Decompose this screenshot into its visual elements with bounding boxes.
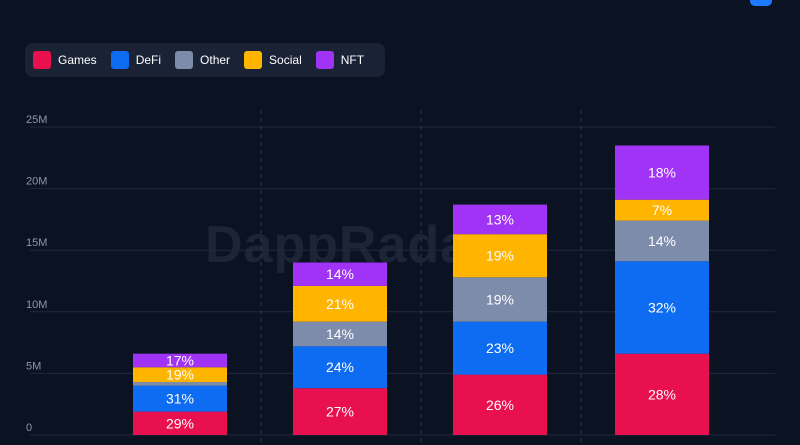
bar-data-label: 27% — [326, 404, 354, 420]
legend-swatch-other — [175, 51, 194, 69]
bar-data-label: 19% — [486, 248, 514, 264]
bar-data-label: 7% — [652, 202, 672, 218]
bar-segment-social — [133, 367, 227, 383]
bar-segment-defi — [293, 346, 387, 389]
bar-segment-games — [615, 353, 709, 435]
legend-swatch-social — [244, 51, 263, 69]
bar-segment-other — [615, 220, 709, 262]
bar-data-label: 14% — [648, 233, 676, 249]
bar-segment-social — [293, 285, 387, 322]
legend-item-defi: DeFi — [110, 51, 162, 69]
bar-segment-defi — [453, 321, 547, 375]
legend-item-games: Games — [33, 51, 97, 69]
y-tick-label: 10M — [26, 299, 47, 311]
bar-data-label: 28% — [648, 386, 676, 402]
bar-data-label: 24% — [326, 359, 354, 375]
y-tick-label: 0 — [26, 422, 32, 434]
bar-data-label: 19% — [486, 291, 514, 307]
bar-data-label: 21% — [326, 296, 354, 312]
bar-data-label: 14% — [326, 326, 354, 342]
bar-data-label: 19% — [166, 367, 194, 383]
bar-data-label: 13% — [486, 211, 514, 227]
bar-segment-other — [133, 382, 227, 386]
legend-swatch-defi — [110, 51, 129, 69]
bar-segment-nft — [133, 353, 227, 368]
bar-segment-other — [293, 321, 387, 347]
legend-swatch-nft — [315, 51, 334, 69]
y-tick-label: 25M — [26, 114, 47, 126]
legend-item-other: Other — [175, 51, 230, 69]
bar-segment-nft — [615, 145, 709, 200]
legend-swatch-games — [33, 51, 51, 69]
bar-data-label: 18% — [648, 165, 676, 181]
bar-segment-social — [615, 199, 709, 221]
legend-label-defi: DeFi — [135, 53, 162, 67]
legend-label-other: Other — [200, 53, 231, 67]
bar-data-label: 23% — [486, 340, 514, 356]
bar-segment-nft — [293, 262, 387, 286]
bar-segment-social — [453, 234, 547, 278]
legend: Games DeFi Other Social NFT — [25, 43, 385, 77]
bar-data-label: 32% — [648, 299, 676, 315]
legend-label-nft: NFT — [340, 53, 365, 67]
bar-data-label: 29% — [166, 415, 194, 431]
bar-segment-games — [453, 374, 547, 435]
bar-data-label: 14% — [326, 266, 354, 282]
brand-badge-icon — [750, 0, 772, 6]
legend-label-social: Social — [269, 53, 302, 67]
legend-item-nft: NFT — [315, 51, 365, 69]
bar-segment-nft — [453, 204, 547, 235]
bar-segment-defi — [133, 385, 227, 412]
bar-data-label: 17% — [166, 352, 194, 368]
y-tick-label: 20M — [26, 176, 47, 188]
bar-segment-defi — [615, 261, 709, 354]
bar-segment-games — [293, 388, 387, 435]
y-tick-label: 5M — [26, 360, 41, 372]
legend-label-games: Games — [58, 53, 97, 67]
y-tick-label: 15M — [26, 237, 47, 249]
bar-data-label: 26% — [486, 397, 514, 413]
bar-segment-other — [453, 277, 547, 322]
bar-data-label: 31% — [166, 391, 194, 407]
bar-segment-games — [133, 411, 227, 435]
legend-item-social: Social — [244, 51, 302, 69]
